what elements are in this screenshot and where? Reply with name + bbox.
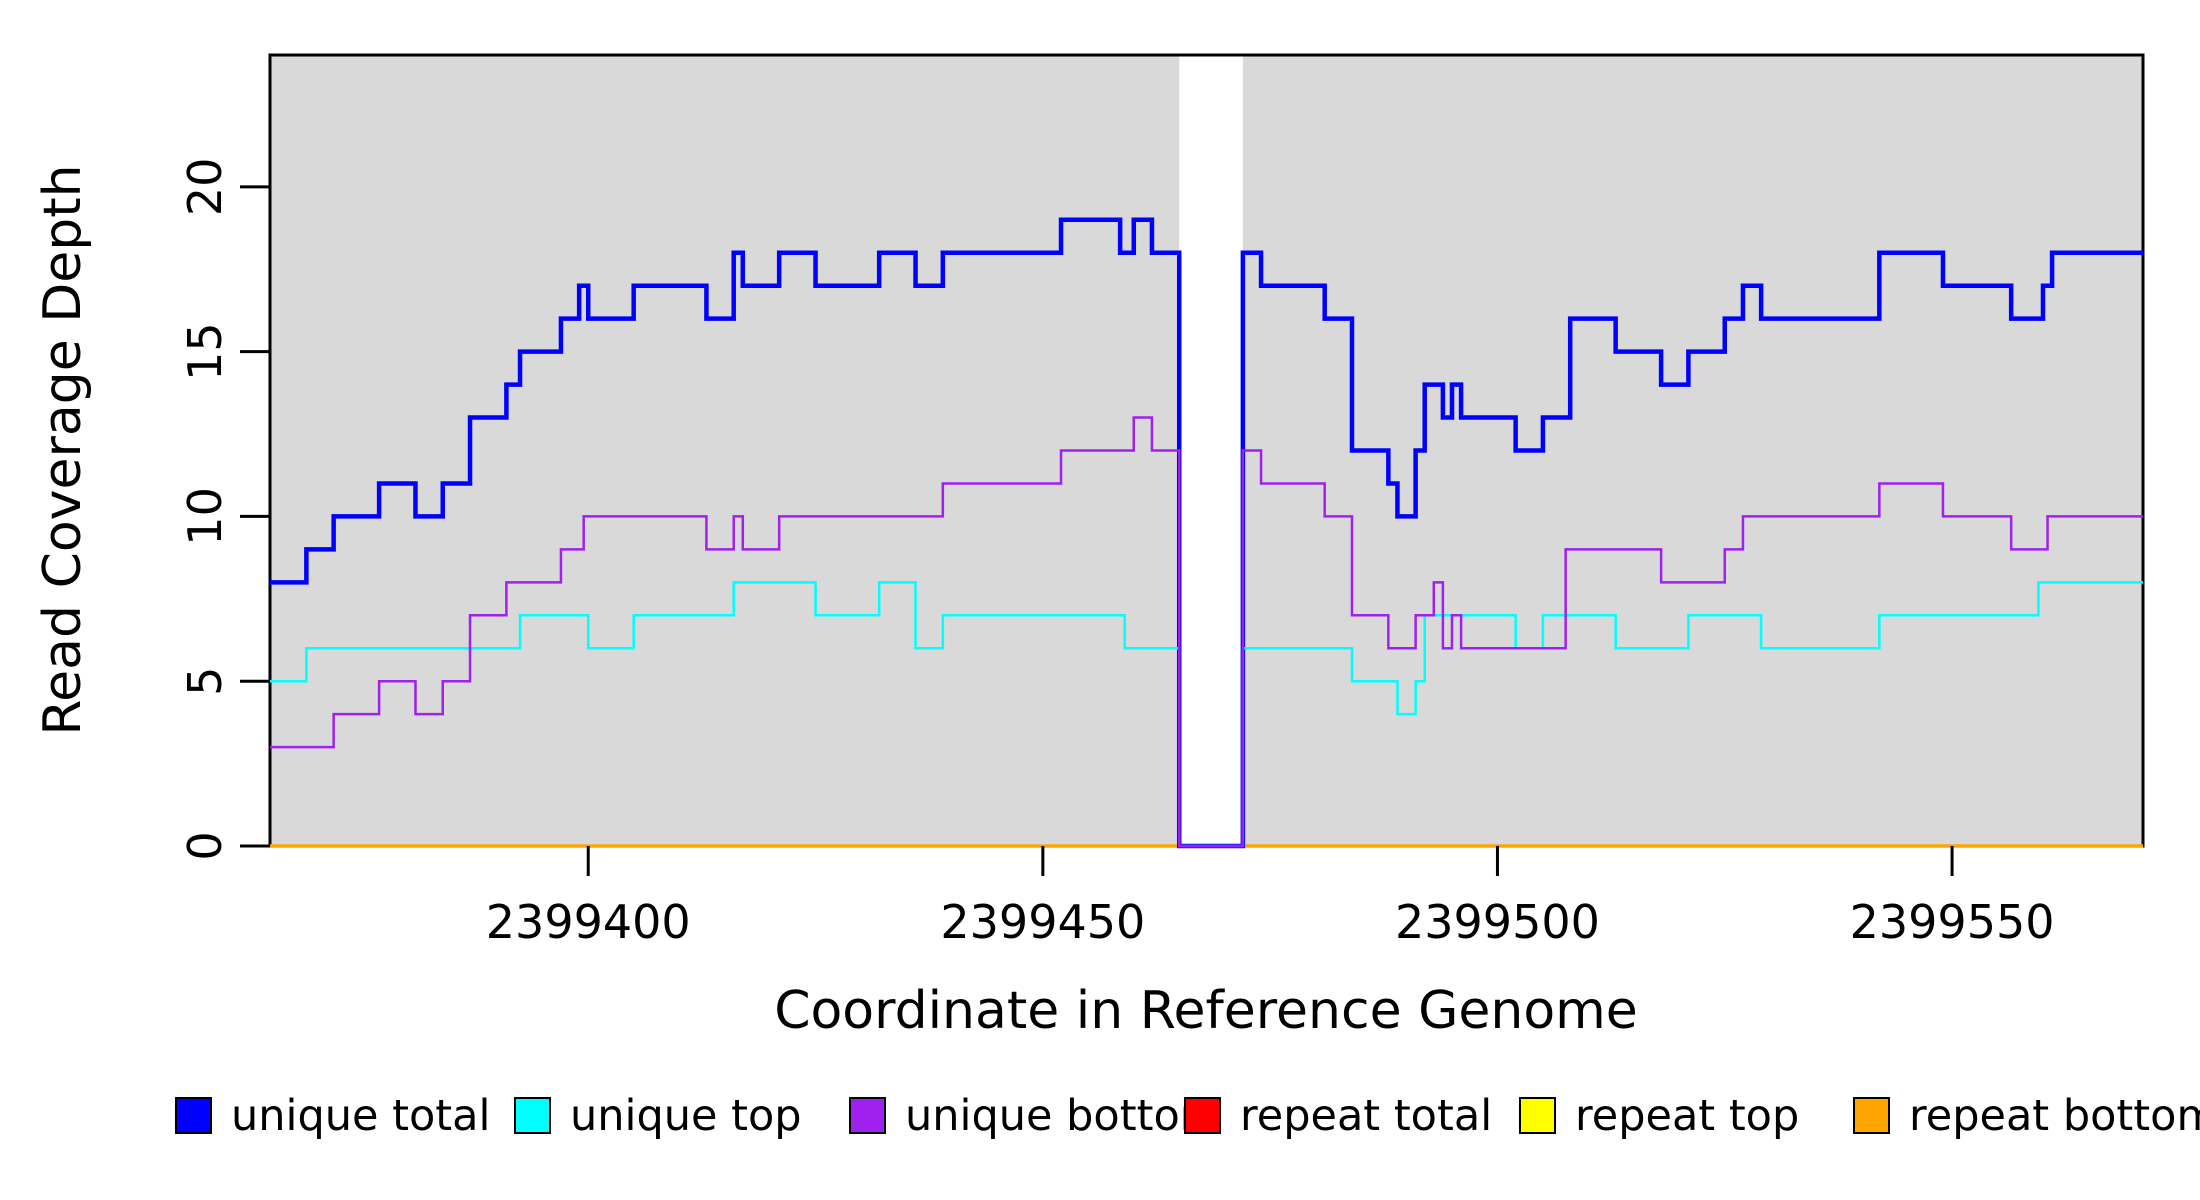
legend-item-unique-top: unique top: [514, 1091, 802, 1141]
legend-item-repeat-total: repeat total: [1184, 1091, 1492, 1141]
legend-item-repeat-top: repeat top: [1519, 1091, 1799, 1141]
y-tick-label: 5: [178, 667, 232, 696]
legend-item-unique-total: unique total: [175, 1091, 490, 1141]
y-tick-label: 0: [178, 831, 232, 860]
legend-label-unique-bottom: unique bottom: [905, 1091, 1222, 1141]
x-axis-title: Coordinate in Reference Genome: [774, 981, 1638, 1041]
legend-item-repeat-bottom: repeat bottom: [1853, 1091, 2200, 1141]
y-axis-title: Read Coverage Depth: [33, 164, 93, 735]
legend-label-repeat-total: repeat total: [1240, 1091, 1492, 1141]
legend-label-repeat-top: repeat top: [1575, 1091, 1799, 1141]
legend-swatch-repeat-bottom: [1853, 1097, 1890, 1134]
x-tick-label: 2399400: [486, 895, 691, 949]
legend-swatch-repeat-total: [1184, 1097, 1221, 1134]
legend-label-unique-top: unique top: [570, 1091, 802, 1141]
x-tick-label: 2399550: [1850, 895, 2055, 949]
legend-swatch-unique-total: [175, 1097, 212, 1134]
axes: 2399400 2399450 2399500 2399550 0 5 10 15 20: [178, 158, 2055, 949]
series-line-unique-bottom: [270, 416, 2143, 848]
y-tick-label: 10: [178, 487, 232, 546]
legend-label-repeat-bottom: repeat bottom: [1909, 1091, 2200, 1141]
legend-swatch-unique-bottom: [849, 1097, 886, 1134]
legend-swatch-repeat-top: [1519, 1097, 1556, 1134]
y-tick-label: 20: [178, 158, 232, 217]
legend: unique total unique top unique bottom repea…: [175, 1091, 2200, 1141]
x-tick-label: 2399500: [1395, 895, 1600, 949]
legend-swatch-unique-top: [514, 1097, 551, 1134]
zero-coverage-gap-band: [1179, 55, 1243, 846]
legend-label-unique-total: unique total: [231, 1091, 490, 1141]
legend-item-unique-bottom: unique bottom: [849, 1091, 1222, 1141]
plot-area: [268, 53, 2145, 849]
y-tick-label: 15: [178, 322, 232, 381]
x-tick-label: 2399450: [940, 895, 1145, 949]
